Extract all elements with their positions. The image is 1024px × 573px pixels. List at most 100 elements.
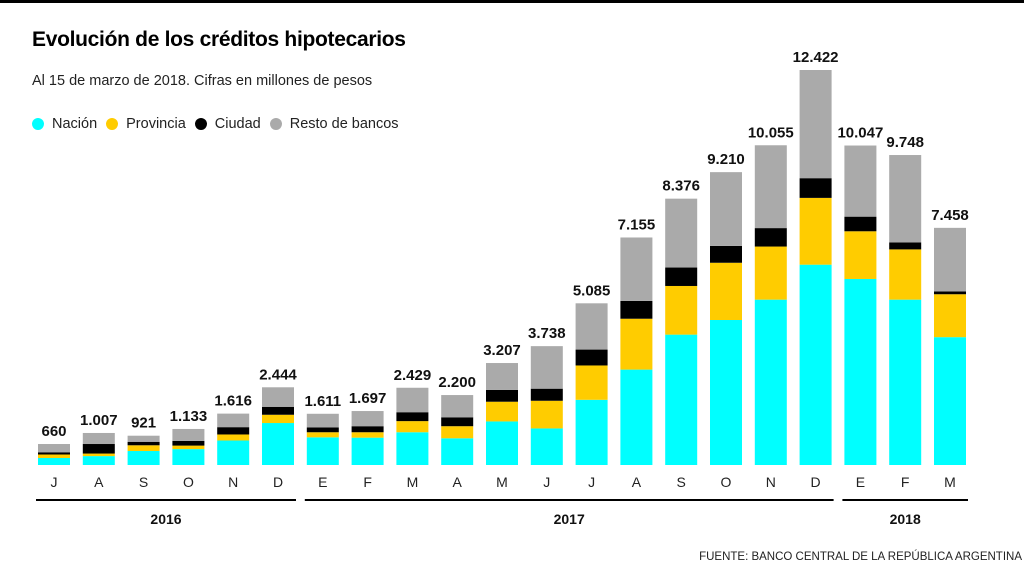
bar-segment-resto-de-bancos xyxy=(38,444,70,453)
legend-swatch-resto xyxy=(269,118,282,130)
bar-segment-provincia xyxy=(486,401,518,422)
year-label: 2016 xyxy=(150,511,181,527)
total-label: 2.200 xyxy=(438,374,476,391)
legend-label: Nación xyxy=(52,116,98,132)
bar-segment-provincia xyxy=(665,285,698,335)
legend-label: Resto de bancos xyxy=(289,116,399,132)
bar-segment-resto-de-bancos xyxy=(486,363,518,390)
total-label: 7.458 xyxy=(931,207,969,224)
x-tick-label: M xyxy=(407,474,419,490)
bar-segment-resto-de-bancos xyxy=(799,70,832,179)
x-tick-label: F xyxy=(901,474,910,490)
bar-segment-ciudad xyxy=(665,267,698,286)
total-label: 660 xyxy=(41,423,66,440)
chart-title: Evolución de los créditos hipotecarios xyxy=(32,28,406,51)
legend-swatch-ciudad xyxy=(194,118,207,130)
bar-segment-provincia xyxy=(799,197,832,265)
bar-segment-naci-n xyxy=(710,319,742,465)
bar-segment-naci-n xyxy=(754,299,787,465)
bar-segment-provincia xyxy=(889,249,922,300)
x-tick-label: E xyxy=(856,474,865,490)
bar-segment-naci-n xyxy=(38,458,70,465)
bar-segment-provincia xyxy=(441,426,474,439)
total-label: 1.611 xyxy=(304,393,341,410)
bar-segment-resto-de-bancos xyxy=(217,413,250,428)
bar-segment-provincia xyxy=(754,246,787,300)
bar-segment-naci-n xyxy=(530,428,563,465)
bar-segment-ciudad xyxy=(172,440,205,446)
x-tick-label: D xyxy=(273,474,283,490)
bar-segment-resto-de-bancos xyxy=(172,428,205,441)
bar-segment-provincia xyxy=(38,454,70,459)
bar-segment-ciudad xyxy=(754,228,787,247)
bar-segment-resto-de-bancos xyxy=(620,237,653,301)
bar-segment-ciudad xyxy=(710,245,742,263)
legend-item-ciudad: Ciudad xyxy=(194,116,261,132)
bar-segment-ciudad xyxy=(486,389,518,402)
bar-segment-ciudad xyxy=(82,444,115,454)
total-label: 1.697 xyxy=(349,390,387,407)
x-tick-label: A xyxy=(632,474,642,490)
top-rule xyxy=(0,0,1024,3)
bar-segment-naci-n xyxy=(889,299,922,465)
bar-segment-resto-de-bancos xyxy=(262,387,294,407)
bar-segment-ciudad xyxy=(351,426,384,433)
total-label: 1.616 xyxy=(214,393,252,410)
legend-item-provincia: Provincia xyxy=(106,116,186,132)
bar-segment-provincia xyxy=(82,453,115,457)
bar-segment-resto-de-bancos xyxy=(530,346,563,389)
bar-segment-provincia xyxy=(306,432,339,438)
bar-segment-naci-n xyxy=(620,369,653,465)
legend: Nación Provincia Ciudad Resto de bancos xyxy=(32,116,408,132)
bar-segment-naci-n xyxy=(441,438,474,465)
bar-segment-resto-de-bancos xyxy=(665,198,698,268)
bar-segment-provincia xyxy=(217,434,250,441)
total-label: 7.155 xyxy=(618,216,656,233)
total-label: 10.055 xyxy=(748,124,794,141)
bar-segment-provincia xyxy=(575,365,608,400)
bar-segment-ciudad xyxy=(38,452,70,455)
x-tick-label: S xyxy=(677,474,686,490)
bar-segment-naci-n xyxy=(396,432,429,465)
total-label: 3.738 xyxy=(528,325,566,342)
bar-segment-ciudad xyxy=(396,412,429,422)
bar-segment-naci-n xyxy=(665,334,698,465)
total-label: 1.133 xyxy=(170,408,208,425)
bar-segment-resto-de-bancos xyxy=(441,395,474,418)
legend-item-resto: Resto de bancos xyxy=(269,116,399,132)
bar-segment-provincia xyxy=(396,421,429,433)
x-tick-label: F xyxy=(363,474,372,490)
chart-subtitle: Al 15 de marzo de 2018. Cifras en millon… xyxy=(32,73,373,89)
bar-segment-naci-n xyxy=(844,278,877,465)
bar-segment-naci-n xyxy=(127,451,160,465)
bar-segment-ciudad xyxy=(127,441,160,446)
x-tick-label: O xyxy=(721,474,732,490)
bar-segment-resto-de-bancos xyxy=(934,227,966,292)
bar-segment-naci-n xyxy=(934,337,966,465)
bar-segment-ciudad xyxy=(889,242,922,250)
x-tick-label: A xyxy=(94,474,104,490)
bar-segment-ciudad xyxy=(799,178,832,198)
bar-segment-naci-n xyxy=(575,399,608,465)
bar-segment-resto-de-bancos xyxy=(306,413,339,428)
x-tick-label: E xyxy=(318,474,327,490)
total-label: 8.376 xyxy=(662,178,700,195)
bar-segment-naci-n xyxy=(799,264,832,465)
bar-segment-provincia xyxy=(530,400,563,429)
x-tick-label: A xyxy=(453,474,463,490)
total-label: 1.007 xyxy=(80,412,118,429)
legend-label: Ciudad xyxy=(214,116,261,132)
bar-segment-ciudad xyxy=(575,349,608,366)
bar-segment-resto-de-bancos xyxy=(396,387,429,413)
total-label: 10.047 xyxy=(837,125,883,142)
bar-segment-provincia xyxy=(710,262,742,320)
bar-segment-provincia xyxy=(172,445,205,450)
x-tick-label: N xyxy=(228,474,238,490)
bar-segment-naci-n xyxy=(306,437,339,465)
bar-segment-ciudad xyxy=(441,417,474,427)
x-tick-label: S xyxy=(139,474,148,490)
total-label: 9.210 xyxy=(707,151,745,168)
bar-segment-ciudad xyxy=(530,388,563,401)
x-tick-label: D xyxy=(811,474,821,490)
